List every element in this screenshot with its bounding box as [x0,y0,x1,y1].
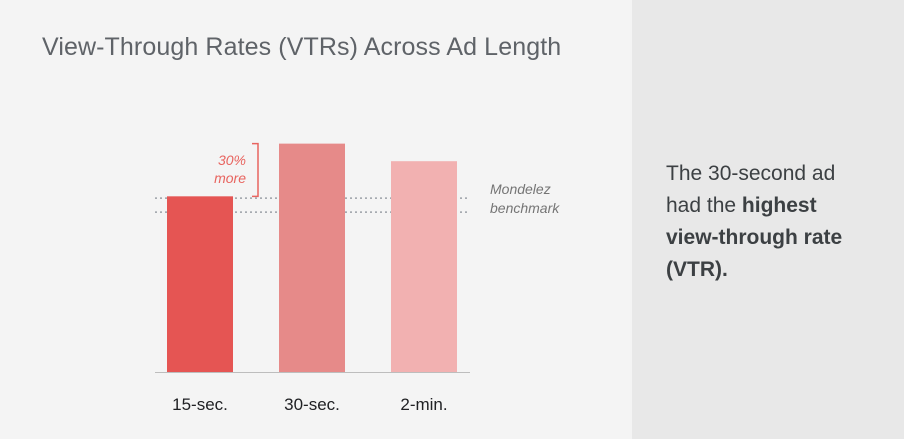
x-tick-labels: 15-sec. 30-sec. 2-min. [172,395,447,414]
takeaway-line3-bold: view-through rate [666,226,843,249]
x-tick-label: 2-min. [400,395,447,414]
bars [167,143,457,372]
takeaway-text: The 30-second ad had the highest view-th… [666,158,886,286]
takeaway-line2-pre: had the [666,194,742,217]
bar-15-sec [167,196,233,372]
comparison-label-percent: 30% [218,152,246,168]
takeaway-line1: The 30-second ad [666,162,836,185]
takeaway-panel [632,0,904,439]
x-tick-label: 15-sec. [172,395,228,414]
benchmark-label-line2: benchmark [490,200,560,216]
comparison-label-more: more [214,170,246,186]
takeaway-line2-bold: highest [741,194,817,217]
benchmark-label-line1: Mondelez [490,181,551,197]
chart-title: View-Through Rates (VTRs) Across Ad Leng… [42,33,562,61]
comparison-bracket [252,142,259,198]
bar-30-sec [279,143,345,372]
takeaway-line4-bold: (VTR). [666,258,728,281]
bar-chart: 15-sec. 30-sec. 2-min. 30% more Mondelez b… [155,142,560,414]
bar-2-min [391,161,457,372]
x-tick-label: 30-sec. [284,395,340,414]
